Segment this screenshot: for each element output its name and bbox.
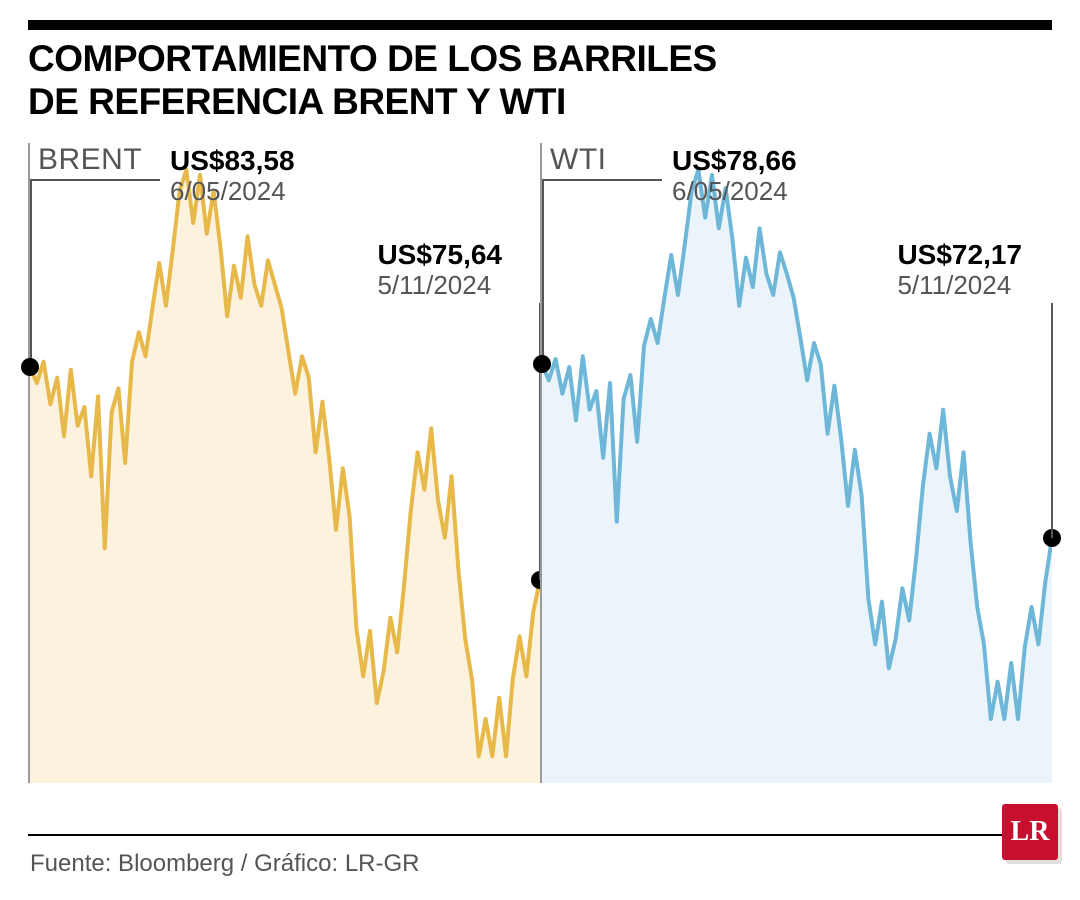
panel-wti: WTI US$78,66 6/05/2024 US$72,17 5/11/202…	[540, 143, 1052, 783]
top-rule	[28, 20, 1052, 30]
brent-end-callout: US$75,64 5/11/2024	[377, 239, 502, 301]
chart-title: COMPORTAMIENTO DE LOS BARRILES DE REFERE…	[28, 38, 1052, 123]
logo-text: LR	[1011, 816, 1050, 848]
wti-start-price: US$78,66	[672, 145, 797, 177]
brent-start-callout: US$83,58 6/05/2024	[170, 145, 295, 207]
title-line-1: COMPORTAMIENTO DE LOS BARRILES	[28, 38, 717, 79]
wti-start-callout: US$78,66 6/05/2024	[672, 145, 797, 207]
publisher-logo: LR	[1002, 804, 1058, 860]
brent-start-date: 6/05/2024	[170, 177, 295, 207]
wti-end-price: US$72,17	[897, 239, 1022, 271]
wti-start-leader-h	[542, 179, 662, 181]
wti-end-date: 5/11/2024	[897, 271, 1022, 301]
brent-end-date: 5/11/2024	[377, 271, 502, 301]
charts-row: BRENT US$83,58 6/05/2024 US$75,64 5/11/2…	[28, 143, 1052, 783]
wti-start-date: 6/05/2024	[672, 177, 797, 207]
brent-start-dot	[21, 358, 39, 376]
wti-end-leader	[1051, 303, 1053, 538]
brent-end-price: US$75,64	[377, 239, 502, 271]
panel-brent: BRENT US$83,58 6/05/2024 US$75,64 5/11/2…	[28, 143, 540, 783]
wti-start-leader	[542, 179, 544, 364]
brent-start-leader-h	[30, 179, 160, 181]
title-line-2: DE REFERENCIA BRENT Y WTI	[28, 81, 566, 122]
source-credit: Fuente: Bloomberg / Gráfico: LR-GR	[30, 850, 419, 878]
brent-start-price: US$83,58	[170, 145, 295, 177]
bottom-rule	[28, 834, 1052, 836]
brent-start-leader	[30, 179, 32, 367]
wti-end-callout: US$72,17 5/11/2024	[897, 239, 1022, 301]
